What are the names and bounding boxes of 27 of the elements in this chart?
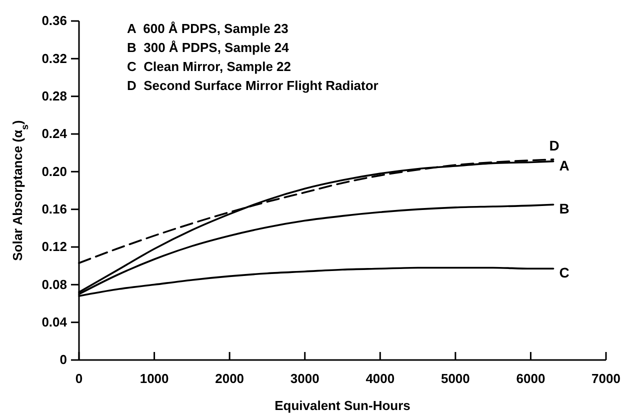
annotation: D Second Surface Mirror Flight Radiator [127,78,378,93]
x-tick-label: 3000 [290,371,320,386]
x-tick-label: 7000 [592,371,620,386]
y-tick-label: 0.32 [42,50,67,66]
y-tick-label: 0.28 [42,88,67,104]
annotation: C Clean Mirror, Sample 22 [127,59,292,74]
x-tick-label: 2000 [215,371,244,386]
x-tick-label: 1000 [140,371,169,386]
x-tick-label: 0 [75,371,83,386]
x-tick-label: 5000 [440,371,470,386]
y-tick-label: 0.36 [42,13,67,28]
y-tick-label: 0.04 [42,314,68,330]
y-tick-label: 0 [60,352,67,368]
annotation: B 300 Å PDPS, Sample 24 [127,40,290,55]
y-tick-label: 0.16 [42,201,67,216]
series-label: A [559,157,570,174]
series-label: D [549,137,560,154]
y-tick-label: 0.08 [42,276,67,292]
series-label: B [559,200,570,217]
x-axis-title: Equivalent Sun-Hours [274,398,410,413]
y-tick-label: 0.24 [42,126,68,142]
y-tick-label: 0.20 [42,164,67,179]
y-tick-label: 0.12 [42,239,67,254]
x-tick-label: 4000 [366,371,395,386]
series-label: C [559,264,570,281]
x-tick-label: 6000 [516,371,546,386]
annotation: A 600 Å PDPS, Sample 23 [127,21,288,36]
